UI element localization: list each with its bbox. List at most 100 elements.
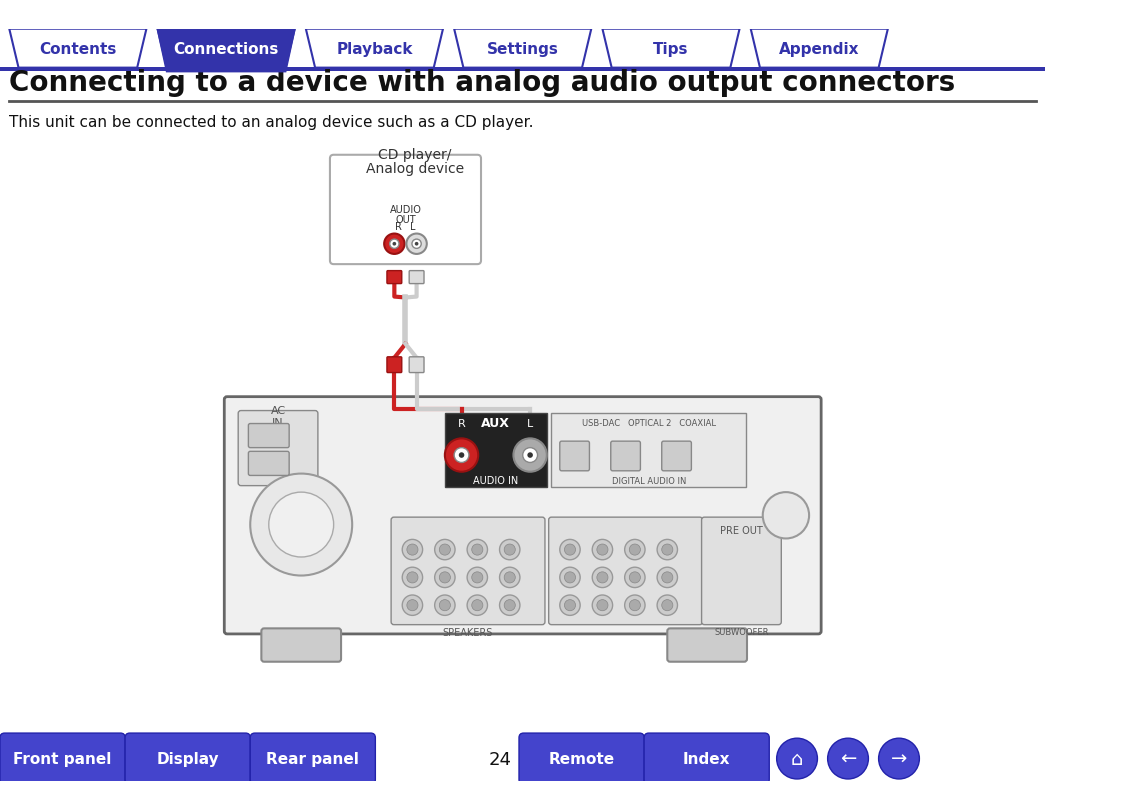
Circle shape xyxy=(763,492,809,539)
Text: L: L xyxy=(527,418,534,428)
FancyBboxPatch shape xyxy=(662,442,691,471)
Text: Analog device: Analog device xyxy=(365,161,464,175)
Text: Tips: Tips xyxy=(653,41,689,57)
Circle shape xyxy=(500,568,520,588)
FancyBboxPatch shape xyxy=(238,411,318,486)
FancyBboxPatch shape xyxy=(331,156,481,265)
Circle shape xyxy=(393,242,396,247)
Circle shape xyxy=(597,600,608,611)
Polygon shape xyxy=(455,30,591,69)
Text: CD player/: CD player/ xyxy=(378,148,451,161)
Circle shape xyxy=(250,474,352,576)
Circle shape xyxy=(879,738,919,779)
FancyBboxPatch shape xyxy=(391,517,545,625)
Text: ←: ← xyxy=(840,749,856,768)
Text: PRE OUT: PRE OUT xyxy=(720,525,763,535)
Text: Index: Index xyxy=(682,751,731,766)
FancyBboxPatch shape xyxy=(248,452,289,476)
Circle shape xyxy=(528,453,532,458)
FancyBboxPatch shape xyxy=(224,397,821,634)
Circle shape xyxy=(412,240,421,249)
Circle shape xyxy=(629,572,641,583)
Circle shape xyxy=(407,600,418,611)
FancyBboxPatch shape xyxy=(409,272,424,284)
FancyBboxPatch shape xyxy=(250,733,376,784)
Circle shape xyxy=(439,600,450,611)
Circle shape xyxy=(559,595,580,616)
FancyBboxPatch shape xyxy=(610,442,641,471)
Text: AUX: AUX xyxy=(482,417,510,430)
Circle shape xyxy=(407,544,418,556)
Circle shape xyxy=(403,595,423,616)
Text: OUT: OUT xyxy=(395,214,416,225)
Circle shape xyxy=(467,595,487,616)
Circle shape xyxy=(385,234,405,255)
FancyBboxPatch shape xyxy=(702,517,782,625)
Circle shape xyxy=(629,544,641,556)
Text: AUDIO IN: AUDIO IN xyxy=(474,475,519,486)
Text: Connections: Connections xyxy=(174,41,279,57)
Polygon shape xyxy=(602,30,740,69)
Text: AC
IN: AC IN xyxy=(271,406,285,427)
Text: SPEAKERS: SPEAKERS xyxy=(443,627,493,637)
Circle shape xyxy=(504,600,515,611)
Circle shape xyxy=(597,572,608,583)
Circle shape xyxy=(434,595,455,616)
Bar xyxy=(552,414,746,488)
Circle shape xyxy=(403,568,423,588)
Circle shape xyxy=(467,539,487,560)
FancyBboxPatch shape xyxy=(548,517,703,625)
Circle shape xyxy=(472,600,483,611)
Polygon shape xyxy=(9,30,147,69)
Circle shape xyxy=(662,544,673,556)
Text: Connections: Connections xyxy=(174,41,279,57)
Circle shape xyxy=(658,595,678,616)
Circle shape xyxy=(434,539,455,560)
Circle shape xyxy=(592,539,613,560)
Circle shape xyxy=(407,572,418,583)
Circle shape xyxy=(403,539,423,560)
Circle shape xyxy=(513,439,547,472)
Text: Appendix: Appendix xyxy=(779,41,860,57)
Text: AUDIO: AUDIO xyxy=(389,205,422,215)
Circle shape xyxy=(504,544,515,556)
Circle shape xyxy=(500,539,520,560)
Circle shape xyxy=(658,539,678,560)
FancyBboxPatch shape xyxy=(0,733,125,784)
Circle shape xyxy=(658,568,678,588)
Text: This unit can be connected to an analog device such as a CD player.: This unit can be connected to an analog … xyxy=(9,115,534,130)
FancyBboxPatch shape xyxy=(519,733,644,784)
Bar xyxy=(0,67,1046,72)
Circle shape xyxy=(828,738,869,779)
Polygon shape xyxy=(158,30,294,72)
FancyBboxPatch shape xyxy=(387,358,402,373)
Text: →: → xyxy=(891,749,907,768)
Circle shape xyxy=(559,539,580,560)
Circle shape xyxy=(268,492,334,557)
Circle shape xyxy=(434,568,455,588)
Text: Front panel: Front panel xyxy=(14,751,112,766)
Bar xyxy=(444,414,547,488)
Circle shape xyxy=(662,600,673,611)
Text: Connecting to a device with analog audio output connectors: Connecting to a device with analog audio… xyxy=(9,70,955,97)
Circle shape xyxy=(500,595,520,616)
FancyBboxPatch shape xyxy=(668,629,747,662)
FancyBboxPatch shape xyxy=(248,424,289,448)
Circle shape xyxy=(777,738,818,779)
Circle shape xyxy=(459,453,465,458)
Circle shape xyxy=(406,234,426,255)
Text: Contents: Contents xyxy=(39,41,116,57)
Text: Settings: Settings xyxy=(487,41,558,57)
Circle shape xyxy=(522,448,538,463)
FancyBboxPatch shape xyxy=(644,733,769,784)
Circle shape xyxy=(472,544,483,556)
Circle shape xyxy=(625,568,645,588)
Text: Display: Display xyxy=(157,751,219,766)
FancyBboxPatch shape xyxy=(559,442,590,471)
Text: R: R xyxy=(395,222,402,232)
Text: 24: 24 xyxy=(488,749,512,768)
Circle shape xyxy=(625,539,645,560)
Circle shape xyxy=(564,544,575,556)
Text: R: R xyxy=(458,418,466,428)
Polygon shape xyxy=(158,30,294,69)
